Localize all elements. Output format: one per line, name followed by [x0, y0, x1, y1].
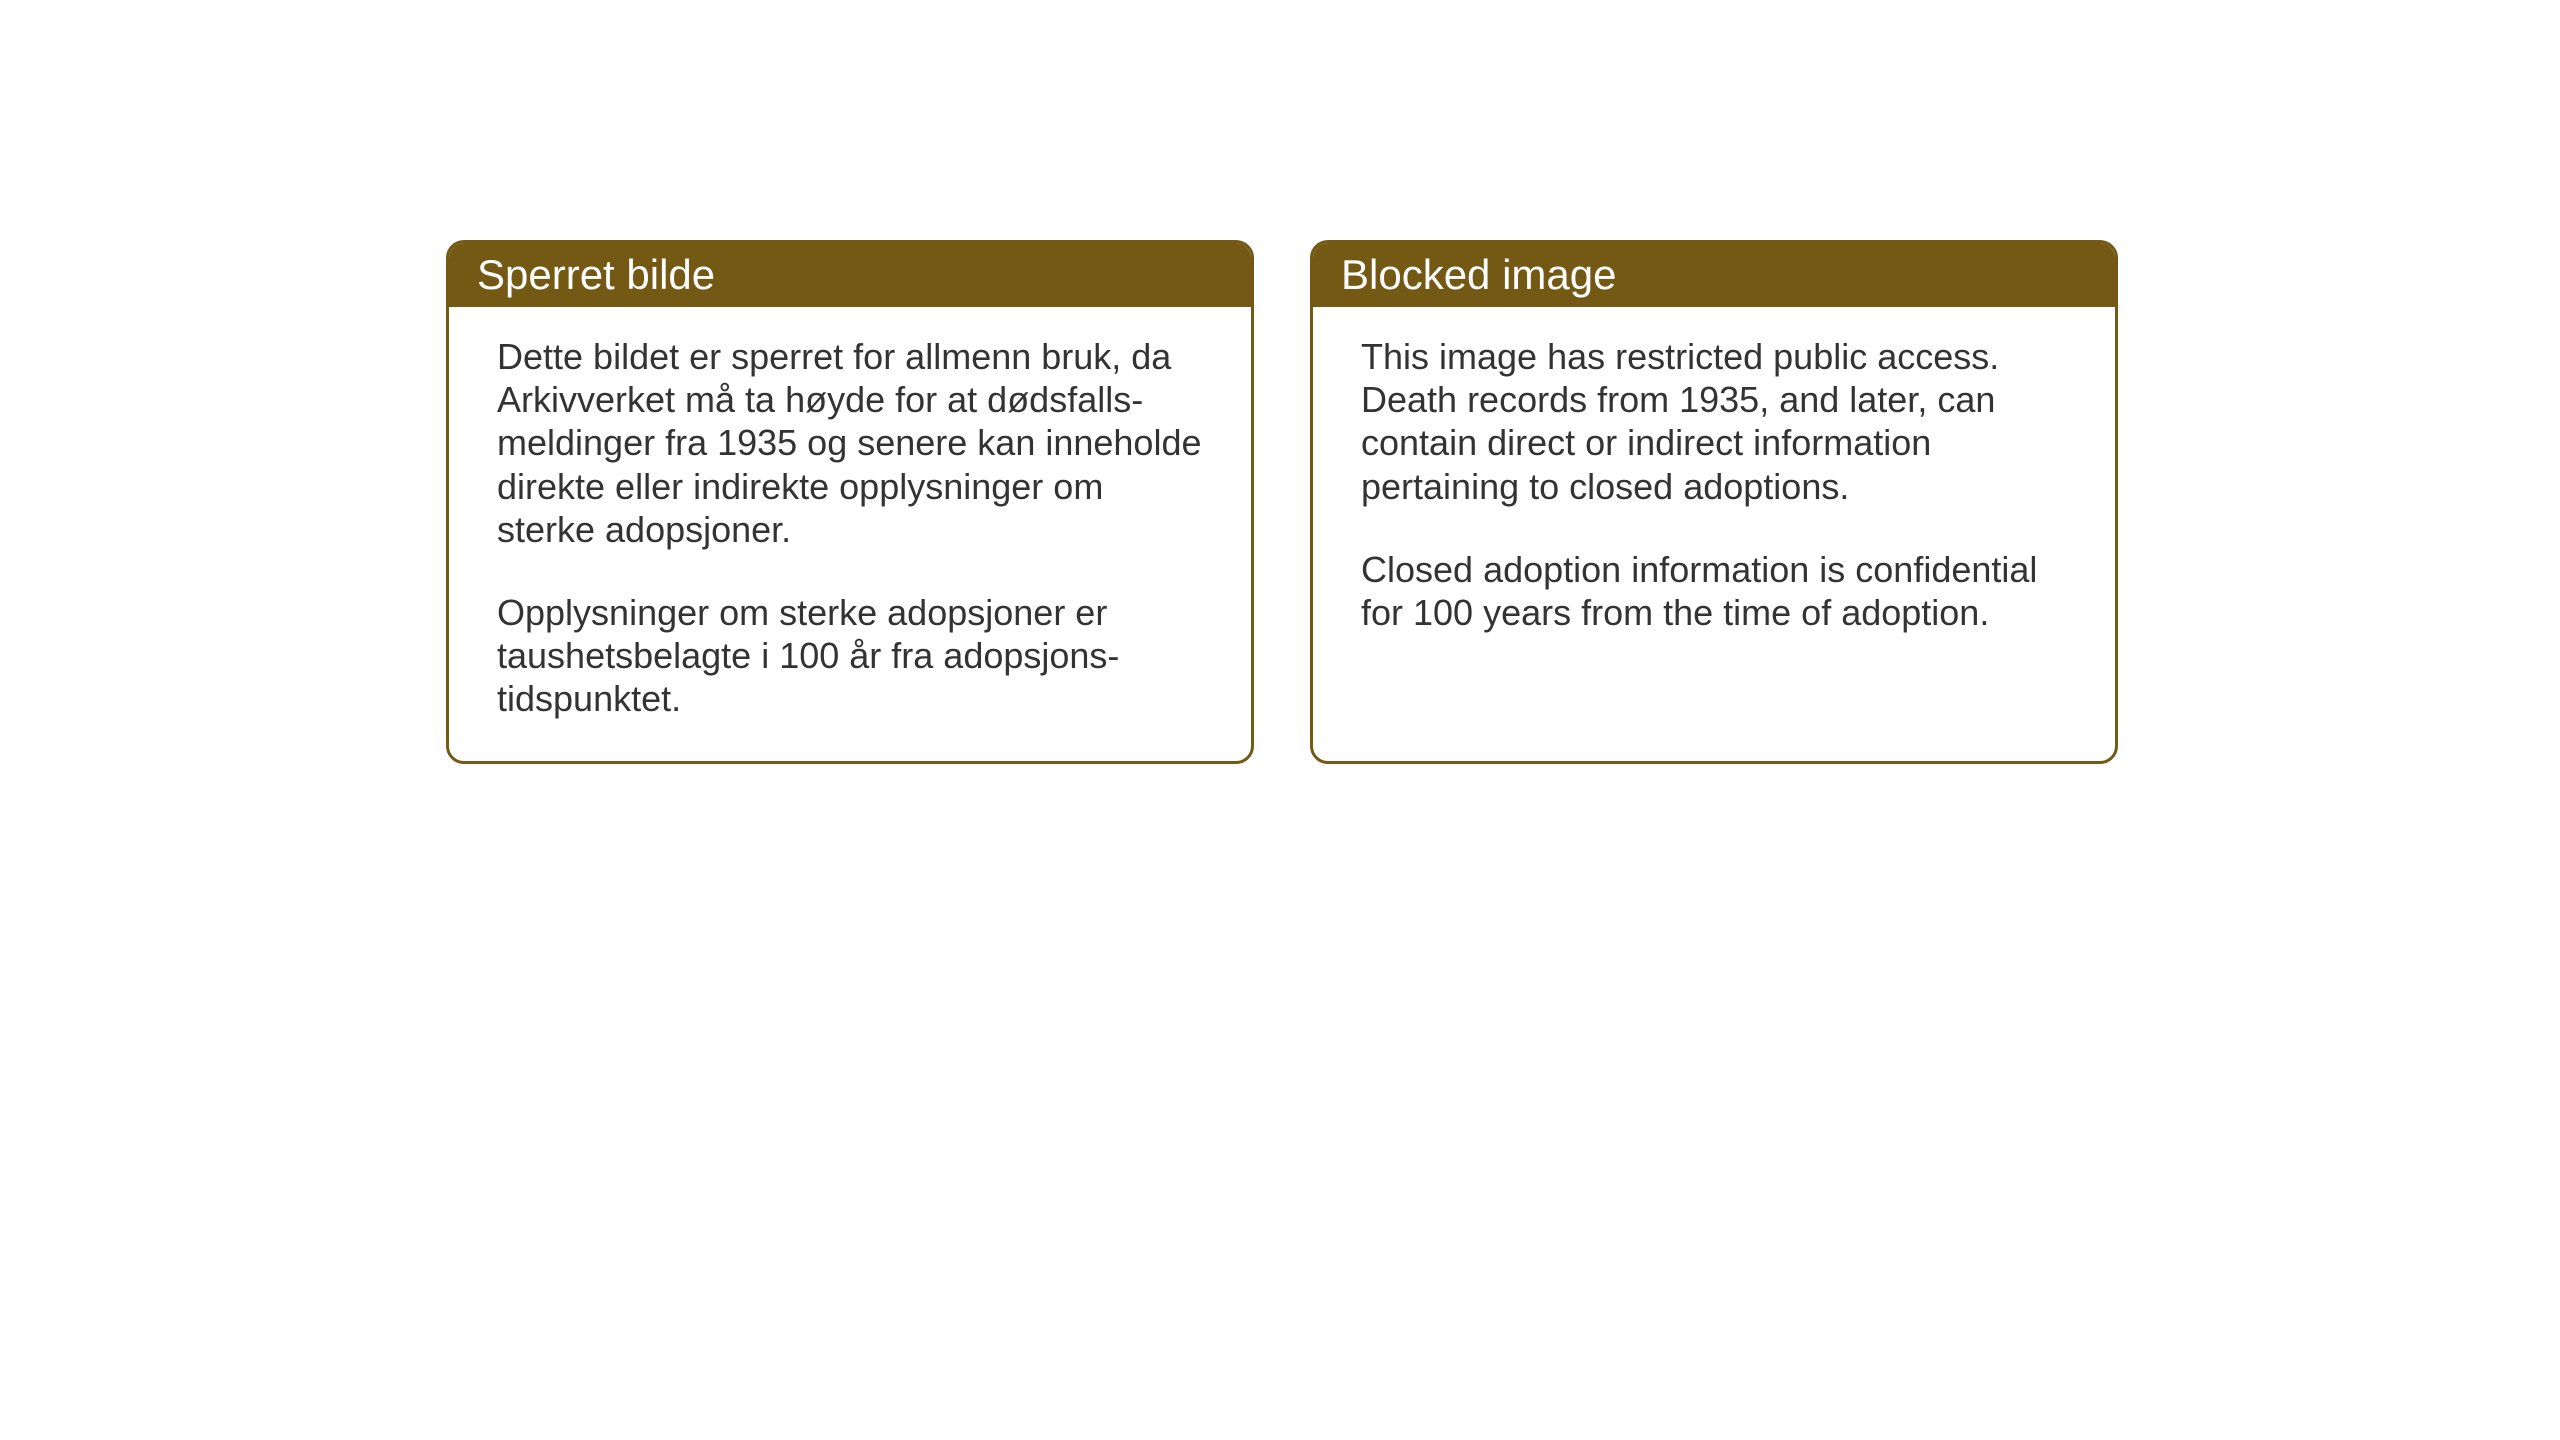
- card-paragraph-1-norwegian: Dette bildet er sperret for allmenn bruk…: [497, 335, 1203, 551]
- card-header-norwegian: Sperret bilde: [449, 243, 1251, 307]
- card-paragraph-2-english: Closed adoption information is confident…: [1361, 548, 2067, 634]
- card-title-english: Blocked image: [1341, 251, 2087, 299]
- notice-card-norwegian: Sperret bilde Dette bildet er sperret fo…: [446, 240, 1254, 764]
- card-body-norwegian: Dette bildet er sperret for allmenn bruk…: [449, 307, 1251, 761]
- card-header-english: Blocked image: [1313, 243, 2115, 307]
- notice-container: Sperret bilde Dette bildet er sperret fo…: [446, 240, 2118, 764]
- card-body-english: This image has restricted public access.…: [1313, 307, 2115, 674]
- card-paragraph-2-norwegian: Opplysninger om sterke adopsjoner er tau…: [497, 591, 1203, 721]
- card-title-norwegian: Sperret bilde: [477, 251, 1223, 299]
- card-paragraph-1-english: This image has restricted public access.…: [1361, 335, 2067, 508]
- notice-card-english: Blocked image This image has restricted …: [1310, 240, 2118, 764]
